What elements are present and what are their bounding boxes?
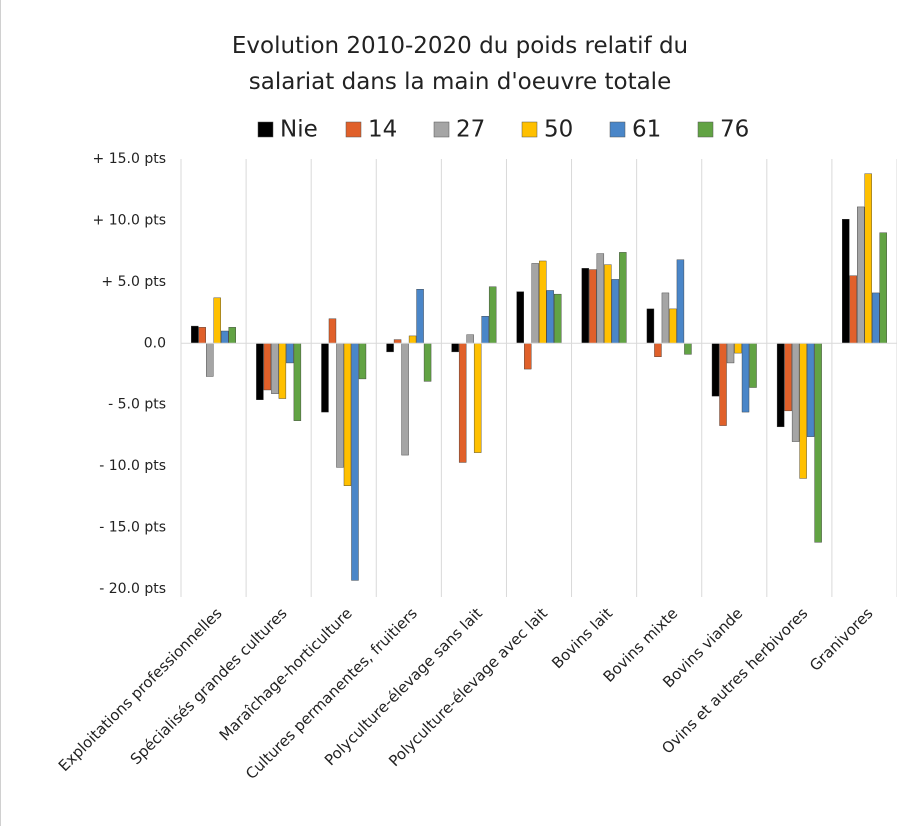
bar xyxy=(488,286,497,344)
bar xyxy=(784,343,792,412)
bar xyxy=(473,343,482,453)
bar xyxy=(393,339,402,344)
bar xyxy=(416,289,424,344)
bar xyxy=(849,275,857,344)
y-tick-label: - 10.0 pts xyxy=(99,458,166,474)
x-tick-label: Maraîchage-horticulture xyxy=(216,604,356,744)
bar xyxy=(458,343,467,463)
y-tick-label: - 5.0 pts xyxy=(108,397,166,413)
bar xyxy=(516,291,524,344)
bar xyxy=(358,343,367,380)
bar xyxy=(321,343,329,413)
bar xyxy=(198,327,206,344)
bar xyxy=(872,292,880,344)
bar xyxy=(879,232,887,344)
bar xyxy=(401,343,409,456)
legend-label: 61 xyxy=(632,117,661,143)
x-tick-label: Bovins lait xyxy=(548,604,616,672)
bar xyxy=(799,343,807,479)
legend-swatch xyxy=(345,121,362,138)
bar xyxy=(791,343,800,442)
y-tick-label: 0.0 xyxy=(144,335,166,351)
legend-label: 27 xyxy=(456,117,485,143)
bar xyxy=(531,263,539,344)
bar xyxy=(684,343,692,355)
bar xyxy=(726,343,735,364)
x-tick-label: Granivores xyxy=(806,604,877,675)
bar xyxy=(734,343,742,354)
bar xyxy=(864,173,872,344)
chart-title: Evolution 2010-2020 du poids relatif du … xyxy=(231,33,689,95)
bar xyxy=(191,325,199,344)
bar xyxy=(206,343,214,377)
legend-swatch xyxy=(609,121,626,138)
bar xyxy=(278,343,287,399)
bar xyxy=(669,308,677,344)
bar xyxy=(554,293,562,344)
bar xyxy=(351,343,359,581)
bar xyxy=(256,343,264,400)
bar xyxy=(221,330,229,344)
bar xyxy=(661,292,670,344)
bar xyxy=(343,343,352,486)
bar xyxy=(539,260,547,344)
legend-swatch xyxy=(257,121,274,138)
y-tick-label: - 15.0 pts xyxy=(99,520,166,536)
bar xyxy=(408,335,417,344)
bar xyxy=(423,343,432,382)
bar xyxy=(481,316,489,344)
bar xyxy=(228,327,236,344)
bar xyxy=(213,297,221,344)
bar xyxy=(386,343,394,353)
bar xyxy=(676,259,685,344)
bar xyxy=(336,343,344,468)
y-tick-label: + 10.0 pts xyxy=(93,212,166,228)
bar xyxy=(806,343,815,437)
bar xyxy=(611,279,620,344)
bar xyxy=(749,343,757,388)
y-tick-label: + 5.0 pts xyxy=(101,274,166,290)
y-tick-label: - 20.0 pts xyxy=(99,581,166,597)
bar xyxy=(646,308,655,344)
bar xyxy=(328,318,337,344)
bar xyxy=(857,206,865,344)
bar xyxy=(263,343,272,391)
bar xyxy=(546,290,554,344)
bar xyxy=(604,264,612,344)
bar xyxy=(619,252,627,344)
bar xyxy=(466,334,474,344)
legend-swatch xyxy=(433,121,450,138)
bar xyxy=(741,343,750,413)
bar xyxy=(719,343,727,426)
legend-label: 50 xyxy=(544,117,573,143)
legend-label: 14 xyxy=(368,117,397,143)
legend-label: 76 xyxy=(720,117,749,143)
bar xyxy=(776,343,785,428)
bar xyxy=(581,268,590,344)
bar xyxy=(814,343,822,543)
y-tick-label: + 15.0 pts xyxy=(93,151,166,167)
legend-swatch xyxy=(521,121,538,138)
bar xyxy=(711,343,720,397)
bar xyxy=(524,343,532,370)
bar xyxy=(293,343,302,421)
bar xyxy=(596,253,605,344)
bar xyxy=(286,343,294,364)
legend-swatch xyxy=(697,121,714,138)
bar xyxy=(451,343,459,353)
bar xyxy=(654,343,662,357)
bar xyxy=(842,218,850,344)
bar xyxy=(589,269,597,344)
bar xyxy=(271,343,279,394)
legend-label: Nie xyxy=(280,117,318,143)
